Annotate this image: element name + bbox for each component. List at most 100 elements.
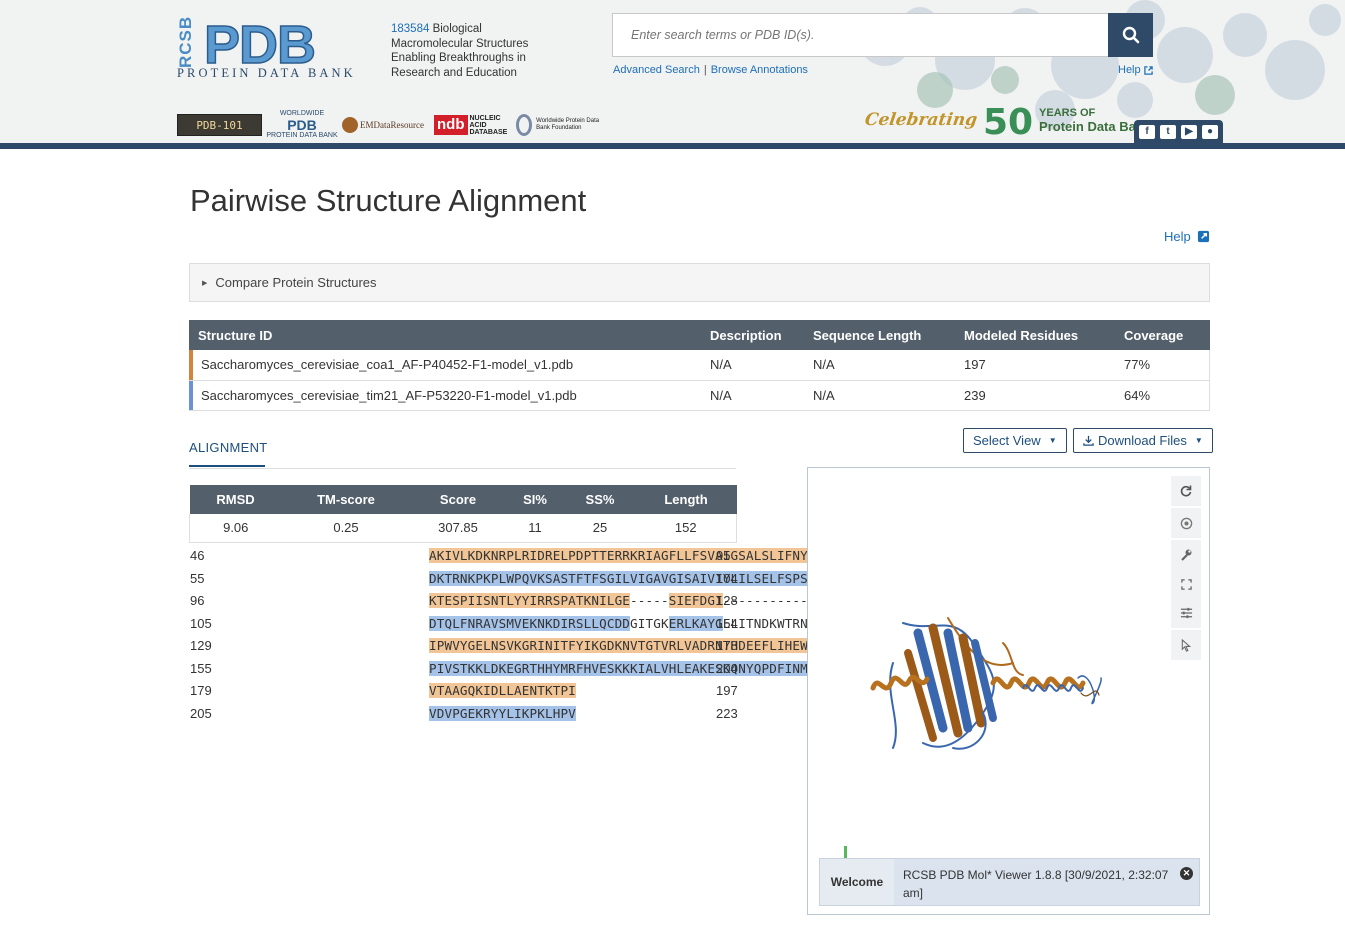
alignment-sequence: DTQLFNRAVSMVEKNKDIRSLLQCDDGITGKERLKAYGEL… — [429, 614, 816, 633]
alignment-start-index: 129 — [190, 638, 212, 653]
sequence-alignment: 46 AKIVLKDKNRPLRIDRELPDPTTERRKRIAGFLLFSVA… — [190, 545, 816, 725]
help-link[interactable]: Help — [1164, 229, 1210, 244]
coverage-cell: 77% — [1115, 350, 1210, 381]
alignment-end-index: 223 — [716, 705, 738, 721]
protein-structure-render[interactable] — [863, 603, 1123, 773]
alignment-end-index: 197 — [716, 683, 738, 698]
advanced-search-link[interactable]: Advanced Search — [613, 64, 700, 76]
stat-header-ss: SS% — [564, 485, 636, 514]
twitter-icon[interactable]: t — [1160, 124, 1176, 139]
alignment-sequence: KTESPIISNTLYYIRRSPATKNILGE-----SIEFDGI--… — [429, 591, 816, 610]
sequence-segment: ----- — [630, 593, 669, 608]
browse-annotations-link[interactable]: Browse Annotations — [710, 64, 808, 76]
foundation-text: Worldwide Protein Data Bank Foundation — [536, 118, 600, 131]
ndb-letters: ndb — [434, 115, 468, 135]
active-tab-indicator — [189, 465, 265, 467]
reset-icon[interactable] — [1171, 476, 1201, 506]
structures-table: Structure ID Description Sequence Length… — [189, 320, 1210, 411]
wwpdb-top-text: WORLDWIDE — [279, 110, 325, 117]
ndb-logo[interactable]: ndb NUCLEIC ACID DATABASE — [434, 114, 512, 136]
alignment-stats-table: RMSD TM-score Score SI% SS% Length 9.06 … — [189, 485, 737, 543]
structure-id: Saccharomyces_cerevisiae_coa1_AF-P40452-… — [201, 357, 574, 373]
page-title: Pairwise Structure Alignment — [190, 183, 587, 218]
screenshot-icon[interactable] — [1171, 508, 1201, 538]
alignment-sequence: VTAAGQKIDLLAENTKTPI — [429, 681, 576, 700]
alignment-row: 179 VTAAGQKIDLLAENTKTPI 197 — [190, 680, 740, 703]
fifty-number: 50 — [983, 102, 1033, 140]
search-input[interactable] — [613, 14, 1108, 56]
external-link-icon — [1197, 230, 1209, 243]
description-cell: N/A — [701, 350, 804, 381]
structure-color-swatch — [189, 350, 193, 380]
years-text-block: YEARS OF Protein Data Bank — [1039, 107, 1151, 133]
col-description: Description — [701, 320, 804, 350]
header-help-label: Help — [1118, 64, 1141, 76]
close-icon[interactable]: ✕ — [1180, 867, 1193, 880]
download-icon — [1083, 435, 1094, 446]
stat-header-score: Score — [410, 485, 506, 514]
viewer-marker — [844, 846, 847, 858]
coverage-cell: 64% — [1115, 380, 1210, 411]
stat-ss: 25 — [564, 514, 636, 543]
expand-icon[interactable] — [1171, 569, 1201, 599]
entry-count-link[interactable]: 183584 — [391, 23, 430, 35]
controls-icon[interactable] — [1171, 598, 1201, 628]
stat-score: 307.85 — [410, 514, 506, 543]
select-pointer-icon[interactable] — [1171, 630, 1201, 660]
header-help-link[interactable]: Help — [1118, 64, 1153, 76]
settings-wrench-icon[interactable] — [1171, 540, 1201, 570]
alignment-start-index: 105 — [190, 615, 212, 631]
structure-id-cell: Saccharomyces_cerevisiae_tim21_AF-P53220… — [189, 380, 701, 411]
stat-header-tm-score: TM-score — [281, 485, 411, 514]
alignment-sequence: AKIVLKDKNRPLRIDRELPDPTTERRKRIAGFLLFSVAIG… — [429, 546, 816, 565]
alignment-end-index: 154 — [716, 615, 738, 631]
search-button[interactable] — [1108, 13, 1153, 57]
emdataresource-logo[interactable]: EMDataResource — [342, 114, 430, 136]
pdb101-logo[interactable]: PDB-101 — [177, 114, 262, 136]
stat-tm-score: 0.25 — [281, 514, 411, 543]
wwpdb-logo[interactable]: WORLDWIDE PDB PROTEIN DATA BANK — [266, 110, 338, 139]
help-label: Help — [1164, 229, 1191, 244]
tab-bar-divider — [189, 468, 736, 469]
alignment-start-index: 96 — [190, 593, 205, 608]
welcome-toast: Welcome RCSB PDB Mol* Viewer 1.8.8 [30/9… — [819, 858, 1200, 906]
header-links: Advanced Search | Browse Annotations — [613, 64, 808, 76]
table-row: Saccharomyces_cerevisiae_coa1_AF-P40452-… — [189, 350, 1210, 381]
compare-protein-structures-panel[interactable]: ▶ Compare Protein Structures — [189, 263, 1210, 302]
stat-rmsd: 9.06 — [189, 514, 282, 543]
structure-id-cell: Saccharomyces_cerevisiae_coa1_AF-P40452-… — [189, 350, 701, 381]
alignment-row: 129 IPWVYGELNSVKGRINITFYIKGDKNVTGTVRLVADR… — [190, 635, 816, 658]
github-icon[interactable]: ● — [1202, 124, 1218, 139]
foundation-swirl-icon — [516, 114, 533, 136]
alignment-start-index: 179 — [190, 683, 212, 698]
sequence-segment: PIVSTKKLDKEGRTHHYMRFHVESKKKIALVHLEAKESKQ… — [429, 660, 816, 676]
celebrating-text: Celebrating — [863, 110, 979, 130]
celebrating-50-years-banner[interactable]: Celebrating 50 YEARS OF Protein Data Ban… — [863, 100, 1151, 143]
wwpdb-foundation-logo[interactable]: Worldwide Protein Data Bank Foundation — [516, 114, 606, 136]
alignment-start-index: 55 — [190, 570, 205, 586]
facebook-icon[interactable]: f — [1139, 124, 1155, 139]
youtube-icon[interactable]: ▶ — [1181, 124, 1197, 139]
stat-si: 11 — [505, 514, 565, 543]
sequence-segment: KTESPIISNTLYYIRRSPATKNILGE — [429, 593, 631, 608]
caret-right-icon: ▶ — [202, 279, 208, 287]
download-files-dropdown[interactable]: Download Files ▼ — [1073, 428, 1213, 453]
select-view-dropdown[interactable]: Select View ▼ — [963, 428, 1067, 453]
welcome-label: Welcome — [820, 859, 894, 905]
stat-header-length: Length — [635, 485, 737, 514]
emdr-emblem-icon — [342, 117, 358, 133]
structure-id: Saccharomyces_cerevisiae_tim21_AF-P53220… — [201, 387, 577, 403]
sequence-segment: VTAAGQKIDLLAENTKTPI — [429, 683, 576, 698]
alignment-sequence: DKTRNKPKPLWPQVKSASTFTFSGILVIGAVGISAIVIYL… — [429, 569, 816, 588]
description-cell: N/A — [701, 380, 804, 411]
tab-alignment[interactable]: ALIGNMENT — [189, 440, 268, 455]
external-link-icon — [1143, 65, 1153, 75]
molstar-viewer[interactable]: Welcome RCSB PDB Mol* Viewer 1.8.8 [30/9… — [807, 467, 1210, 915]
rcsb-pdb-logo[interactable]: RCSB PDB PROTEIN DATA BANK — [176, 14, 381, 82]
fifty-emblem: 50 — [981, 100, 1037, 143]
sequence-segment: VDVPGEKRYYLIKPKLHPV — [429, 705, 576, 721]
sequence-length-cell: N/A — [804, 350, 955, 381]
welcome-message: RCSB PDB Mol* Viewer 1.8.8 [30/9/2021, 2… — [894, 859, 1199, 905]
stat-length: 152 — [635, 514, 737, 543]
wwpdb-bottom-text: PROTEIN DATA BANK — [266, 132, 338, 139]
